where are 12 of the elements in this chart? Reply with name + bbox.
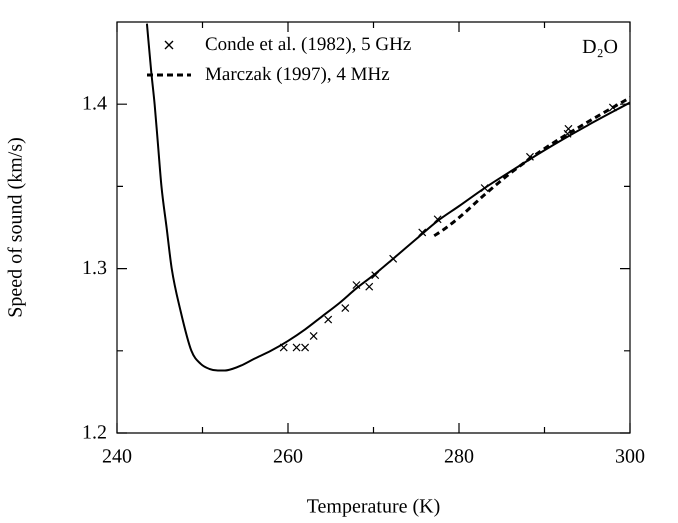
x-tick-label: 280 bbox=[444, 445, 474, 468]
x-axis-title: Temperature (K) bbox=[306, 495, 440, 518]
x-tick-label: 300 bbox=[615, 445, 645, 468]
legend-label: Conde et al. (1982), 5 GHz bbox=[205, 33, 412, 57]
x-tick-label: 260 bbox=[273, 445, 303, 468]
legend-label: Marczak (1997), 4 MHz bbox=[205, 63, 390, 87]
y-axis-title: Speed of sound (km/s) bbox=[4, 137, 26, 318]
x-tick-label: 240 bbox=[102, 445, 132, 468]
annotation: D₂O bbox=[582, 36, 618, 59]
y-tick-label: 1.4 bbox=[82, 92, 107, 114]
y-tick-label: 1.2 bbox=[82, 421, 107, 444]
y-tick-label: 1.3 bbox=[82, 256, 107, 279]
